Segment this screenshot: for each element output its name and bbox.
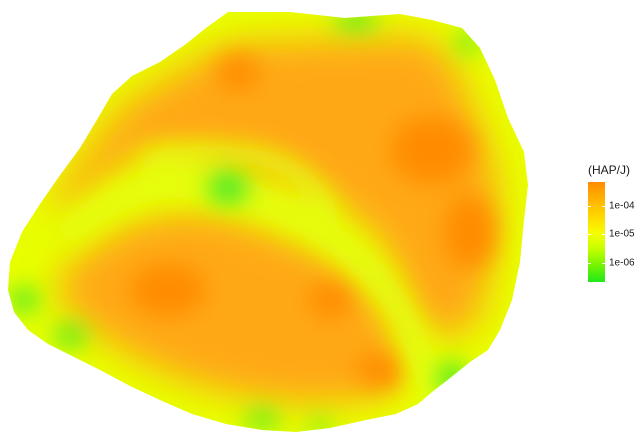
river-band — [57, 143, 453, 423]
color-legend: (HAP/J) 1e-04 1e-05 1e-06 — [588, 163, 644, 288]
legend-tick-label: 1e-04 — [609, 200, 635, 212]
legend-tick-label: 1e-06 — [609, 257, 635, 269]
legend-tick-label: 1e-05 — [609, 228, 635, 240]
interior-zones — [54, 36, 498, 404]
legend-colorbar — [588, 182, 605, 282]
hotspots — [130, 54, 496, 388]
legend-title: (HAP/J) — [588, 163, 630, 177]
